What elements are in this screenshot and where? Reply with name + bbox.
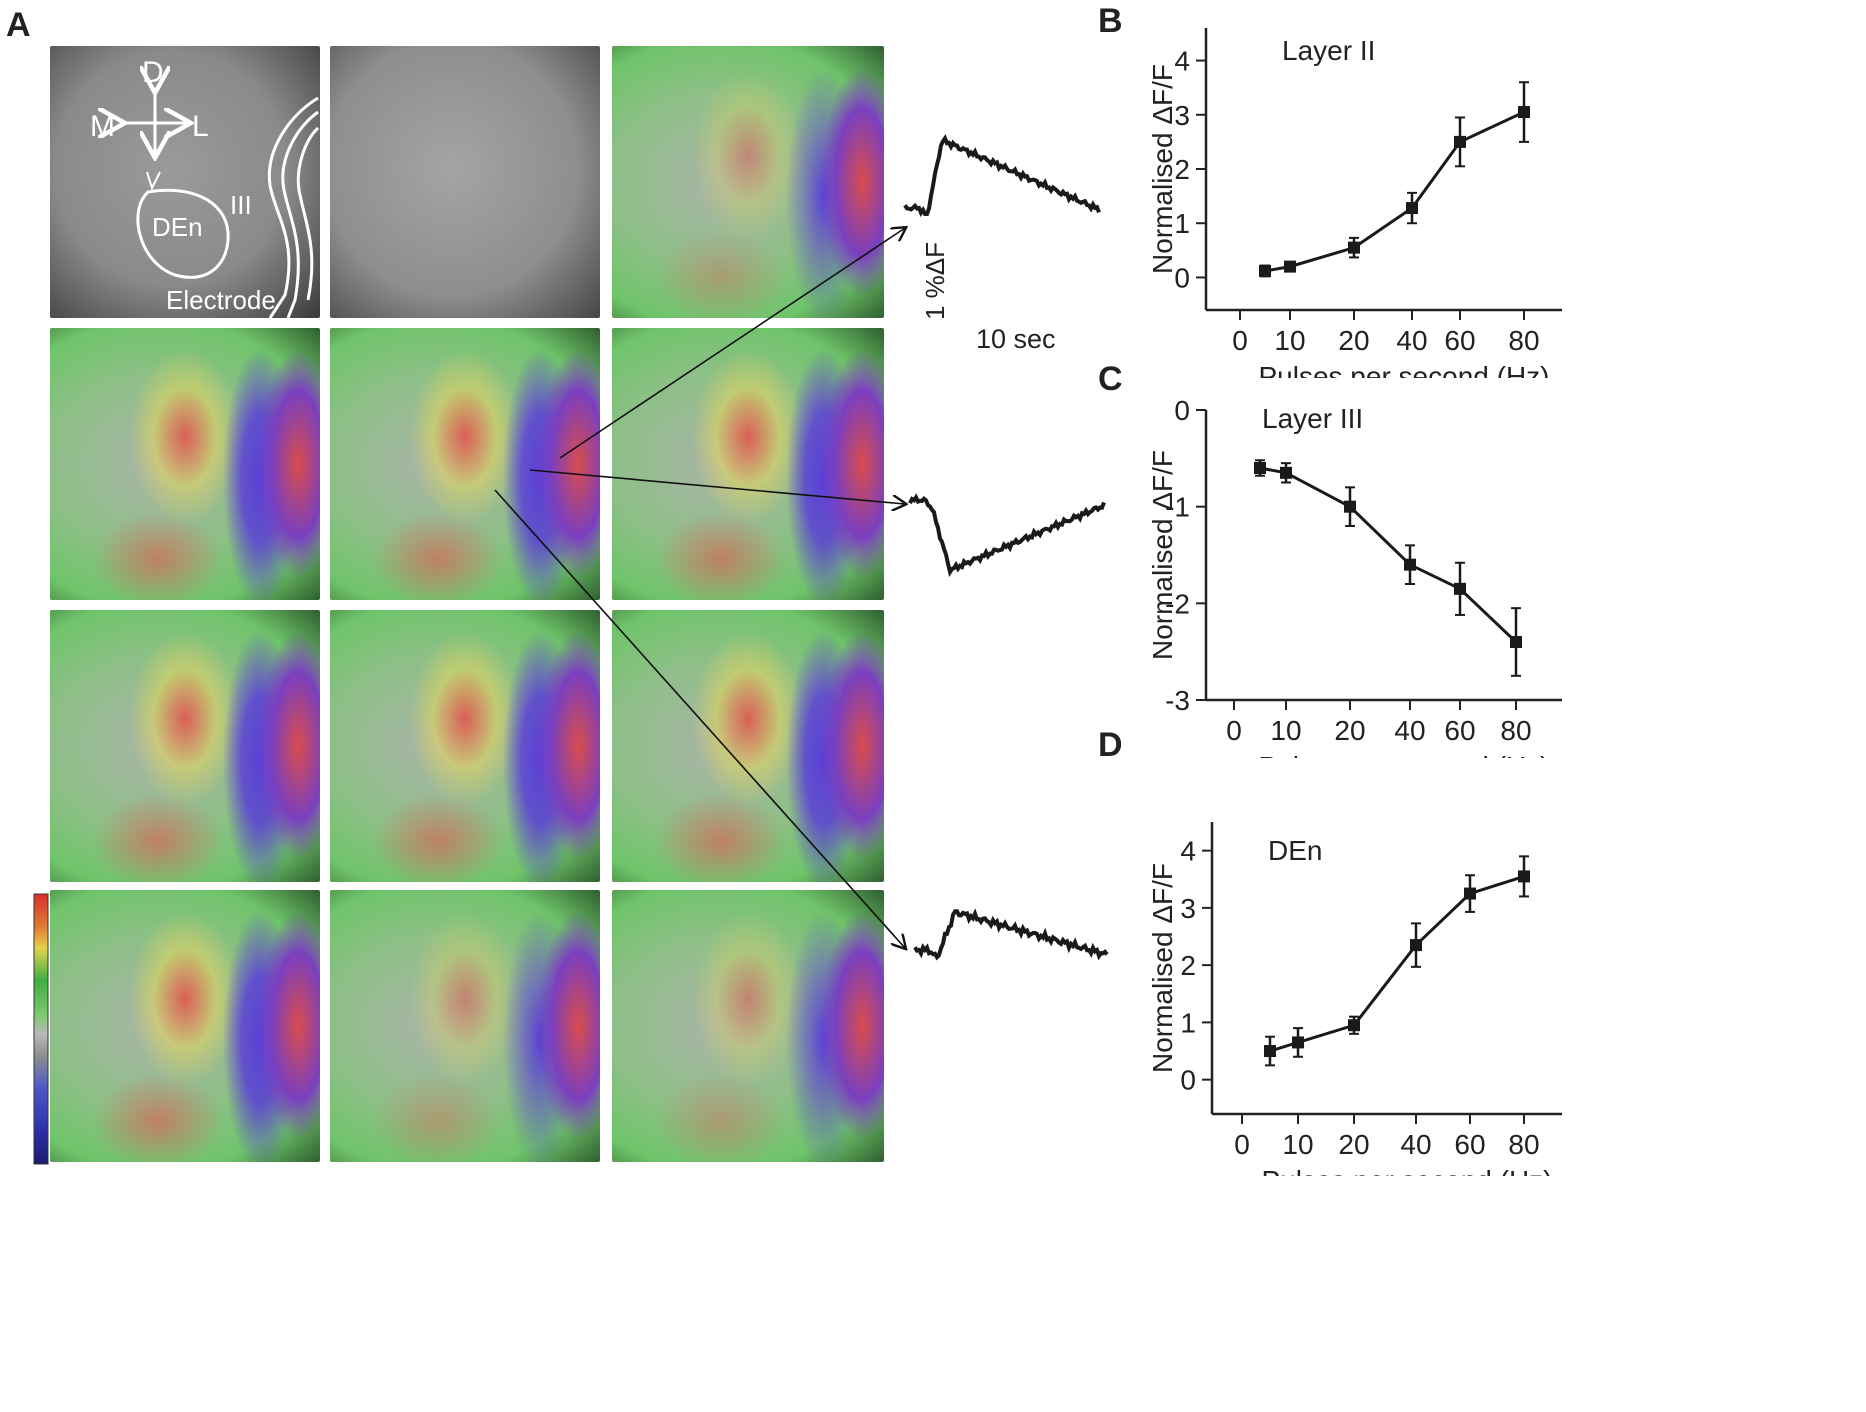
- y-tick-label: 2: [1174, 154, 1190, 185]
- y-tick-label: 0: [1174, 395, 1190, 426]
- x-axis-label: Pulses per second (Hz): [1258, 361, 1549, 378]
- imaging-frame-5: [330, 328, 600, 600]
- colorbar: [33, 893, 49, 1165]
- imaging-frame-1: [50, 46, 320, 318]
- imaging-frame-6: [612, 328, 884, 600]
- y-axis-label: Normalised ΔF/F: [1147, 863, 1178, 1073]
- y-tick-label: 2: [1180, 950, 1196, 981]
- y-tick-label: -2: [1165, 588, 1190, 619]
- y-tick-label: 3: [1180, 893, 1196, 924]
- imaging-frame-4: [50, 328, 320, 600]
- x-tick-label: 20: [1338, 1129, 1369, 1160]
- trace-layer-ii: [903, 134, 1101, 217]
- data-point: [1404, 558, 1416, 571]
- chart-d-den: 0123401020406080DEnPulses per second (Hz…: [1147, 822, 1562, 1176]
- x-tick-label: 0: [1232, 325, 1248, 356]
- trace-den: [913, 908, 1109, 961]
- layer-iii-label: III: [230, 190, 252, 220]
- y-tick-label: 0: [1174, 262, 1190, 293]
- data-point: [1510, 636, 1522, 648]
- x-tick-label: 40: [1400, 1129, 1431, 1160]
- y-tick-label: 1: [1180, 1007, 1196, 1038]
- x-tick-label: 60: [1444, 715, 1475, 746]
- scale-bar: [958, 262, 1030, 318]
- x-axis-label: Pulses per second (Hz): [1258, 751, 1549, 758]
- data-point: [1454, 582, 1466, 595]
- y-tick-label: 3: [1174, 100, 1190, 131]
- data-point: [1518, 106, 1530, 119]
- chart-title: Layer III: [1262, 403, 1363, 434]
- x-tick-label: 10: [1270, 715, 1301, 746]
- arrow-to-trace-3: [494, 489, 905, 948]
- y-tick-label: -1: [1165, 492, 1190, 523]
- y-tick-label: 1: [1174, 208, 1190, 239]
- chart-title: Layer II: [1282, 35, 1375, 66]
- data-point: [1344, 500, 1356, 513]
- orientation-cross-icon: [122, 90, 188, 155]
- panel-label-c: C: [1098, 360, 1123, 398]
- x-tick-label: 60: [1444, 325, 1475, 356]
- x-tick-label: 20: [1338, 325, 1369, 356]
- x-axis-label: Pulses per second (Hz): [1261, 1165, 1552, 1176]
- trace-layer-iii: [908, 493, 1106, 578]
- electrode-outline: [267, 96, 320, 319]
- imaging-frame-2: [330, 46, 600, 318]
- y-axis-label: Normalised ΔF/F: [1147, 64, 1178, 274]
- electrode-label: Electrode: [166, 285, 276, 315]
- data-point: [1406, 202, 1418, 215]
- x-tick-label: 80: [1508, 1129, 1539, 1160]
- den-pointer: [146, 171, 161, 191]
- panel-label-b: B: [1098, 2, 1123, 40]
- arrow-to-trace-1: [559, 228, 905, 459]
- data-point: [1284, 260, 1296, 273]
- x-tick-label: 80: [1500, 715, 1531, 746]
- y-tick-label: 4: [1180, 836, 1196, 867]
- den-outline: [136, 188, 230, 279]
- lateral-label: L: [192, 110, 209, 143]
- imaging-frame-10: [50, 890, 320, 1162]
- x-tick-label: 0: [1226, 715, 1242, 746]
- x-tick-label: 0: [1234, 1129, 1250, 1160]
- series-line: [1269, 874, 1525, 1053]
- data-point: [1410, 939, 1422, 952]
- series-line: [1264, 110, 1525, 273]
- den-region-label: DEn: [152, 212, 203, 242]
- x-tick-label: 40: [1394, 715, 1425, 746]
- data-point: [1280, 466, 1292, 479]
- x-tick-label: 60: [1454, 1129, 1485, 1160]
- x-tick-label: 20: [1334, 715, 1365, 746]
- data-point: [1464, 887, 1476, 900]
- y-tick-label: 0: [1180, 1065, 1196, 1096]
- x-tick-label: 10: [1274, 325, 1305, 356]
- y-tick-label: 4: [1174, 46, 1190, 77]
- data-point: [1348, 1019, 1360, 1032]
- chart-title: DEn: [1268, 835, 1322, 866]
- panel-label-d: D: [1098, 726, 1123, 764]
- arrow-to-trace-2: [529, 469, 905, 504]
- panel-label-a: A: [6, 6, 31, 44]
- data-point: [1292, 1036, 1304, 1049]
- imaging-frame-8: [330, 610, 600, 882]
- data-point: [1518, 870, 1530, 883]
- x-tick-label: 40: [1396, 325, 1427, 356]
- data-point: [1259, 264, 1271, 277]
- data-point: [1454, 135, 1466, 148]
- data-point: [1254, 462, 1266, 474]
- imaging-frame-12: [612, 890, 884, 1162]
- chart-c-layer-iii: 0 -1 -2 -3 0 10 20 40 60 80 Layer III Pulses per se…: [1147, 395, 1562, 758]
- y-tick-label: -3: [1165, 685, 1190, 716]
- y-axis-label: Normalised ΔF/F: [1147, 450, 1178, 660]
- data-point: [1348, 241, 1360, 254]
- imaging-frame-11: [330, 890, 600, 1162]
- imaging-frame-7: [50, 610, 320, 882]
- data-point: [1264, 1045, 1276, 1058]
- scale-time-label: 10 sec: [976, 324, 1056, 354]
- x-tick-label: 80: [1508, 325, 1539, 356]
- x-tick-label: 10: [1282, 1129, 1313, 1160]
- series-line: [1259, 466, 1518, 644]
- imaging-frame-9: [612, 610, 884, 882]
